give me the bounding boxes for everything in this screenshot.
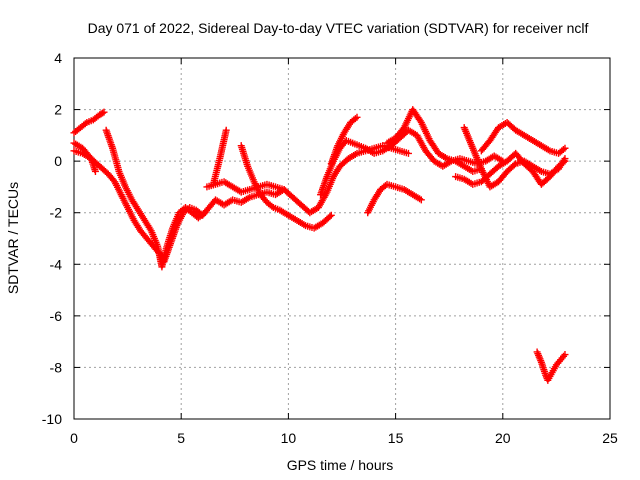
x-tick-label: 15 <box>388 430 404 446</box>
data-point-interp <box>559 158 567 166</box>
y-axis-label: SDTVAR / TECUs <box>5 182 21 294</box>
data-point-interp <box>199 210 207 218</box>
data-point <box>100 108 108 116</box>
x-tick-label: 0 <box>70 430 78 446</box>
series-track-4 <box>102 126 209 271</box>
data-point-interp <box>510 161 518 169</box>
series-track-5 <box>209 126 230 188</box>
y-tick-label: -10 <box>42 411 62 427</box>
series-track-10 <box>364 180 425 217</box>
data-point <box>561 144 569 152</box>
y-tick-label: 4 <box>54 50 62 66</box>
chart-title: Day 071 of 2022, Sidereal Day-to-day VTE… <box>88 20 589 36</box>
data-point <box>280 186 288 194</box>
y-tick-label: -6 <box>50 308 63 324</box>
series-track-14 <box>452 149 569 188</box>
data-point-interp <box>81 120 89 128</box>
x-axis-label: GPS time / hours <box>287 457 394 473</box>
data-point-interp <box>99 109 107 117</box>
data-point-interp <box>559 146 567 154</box>
series-track-6 <box>203 178 288 196</box>
data-point <box>91 167 99 175</box>
y-tick-label: -8 <box>50 359 63 375</box>
y-tick-label: 0 <box>54 153 62 169</box>
data-point <box>561 157 569 165</box>
data-point <box>417 196 425 204</box>
data-point <box>327 211 335 219</box>
data-point <box>201 209 209 217</box>
series-track-9 <box>327 113 361 168</box>
series-track-13 <box>477 118 569 157</box>
x-tick-label: 5 <box>177 430 185 446</box>
data-point <box>561 351 569 359</box>
series-track-3 <box>70 142 412 266</box>
x-axis: 0 5 10 15 20 25 <box>70 58 618 446</box>
data-point-interp <box>351 115 359 123</box>
data-point-interp <box>326 213 334 221</box>
series-track-11 <box>383 106 485 175</box>
x-tick-label: 25 <box>602 430 618 446</box>
y-tick-label: 2 <box>54 102 62 118</box>
x-tick-label: 20 <box>495 430 511 446</box>
data-point <box>353 113 361 121</box>
data-point-interp <box>268 202 276 210</box>
data-points <box>70 106 569 384</box>
y-axis: -10 -8 -6 -4 -2 0 2 4 <box>42 50 610 427</box>
x-tick-label: 10 <box>281 430 297 446</box>
data-point <box>222 126 230 134</box>
data-point <box>404 149 412 157</box>
plot-frame <box>73 57 611 420</box>
y-tick-label: -2 <box>50 205 63 221</box>
series-track-7 <box>237 142 335 232</box>
y-tick-label: -4 <box>50 256 63 272</box>
series-track-1 <box>70 108 108 137</box>
series-track-15 <box>533 348 569 384</box>
